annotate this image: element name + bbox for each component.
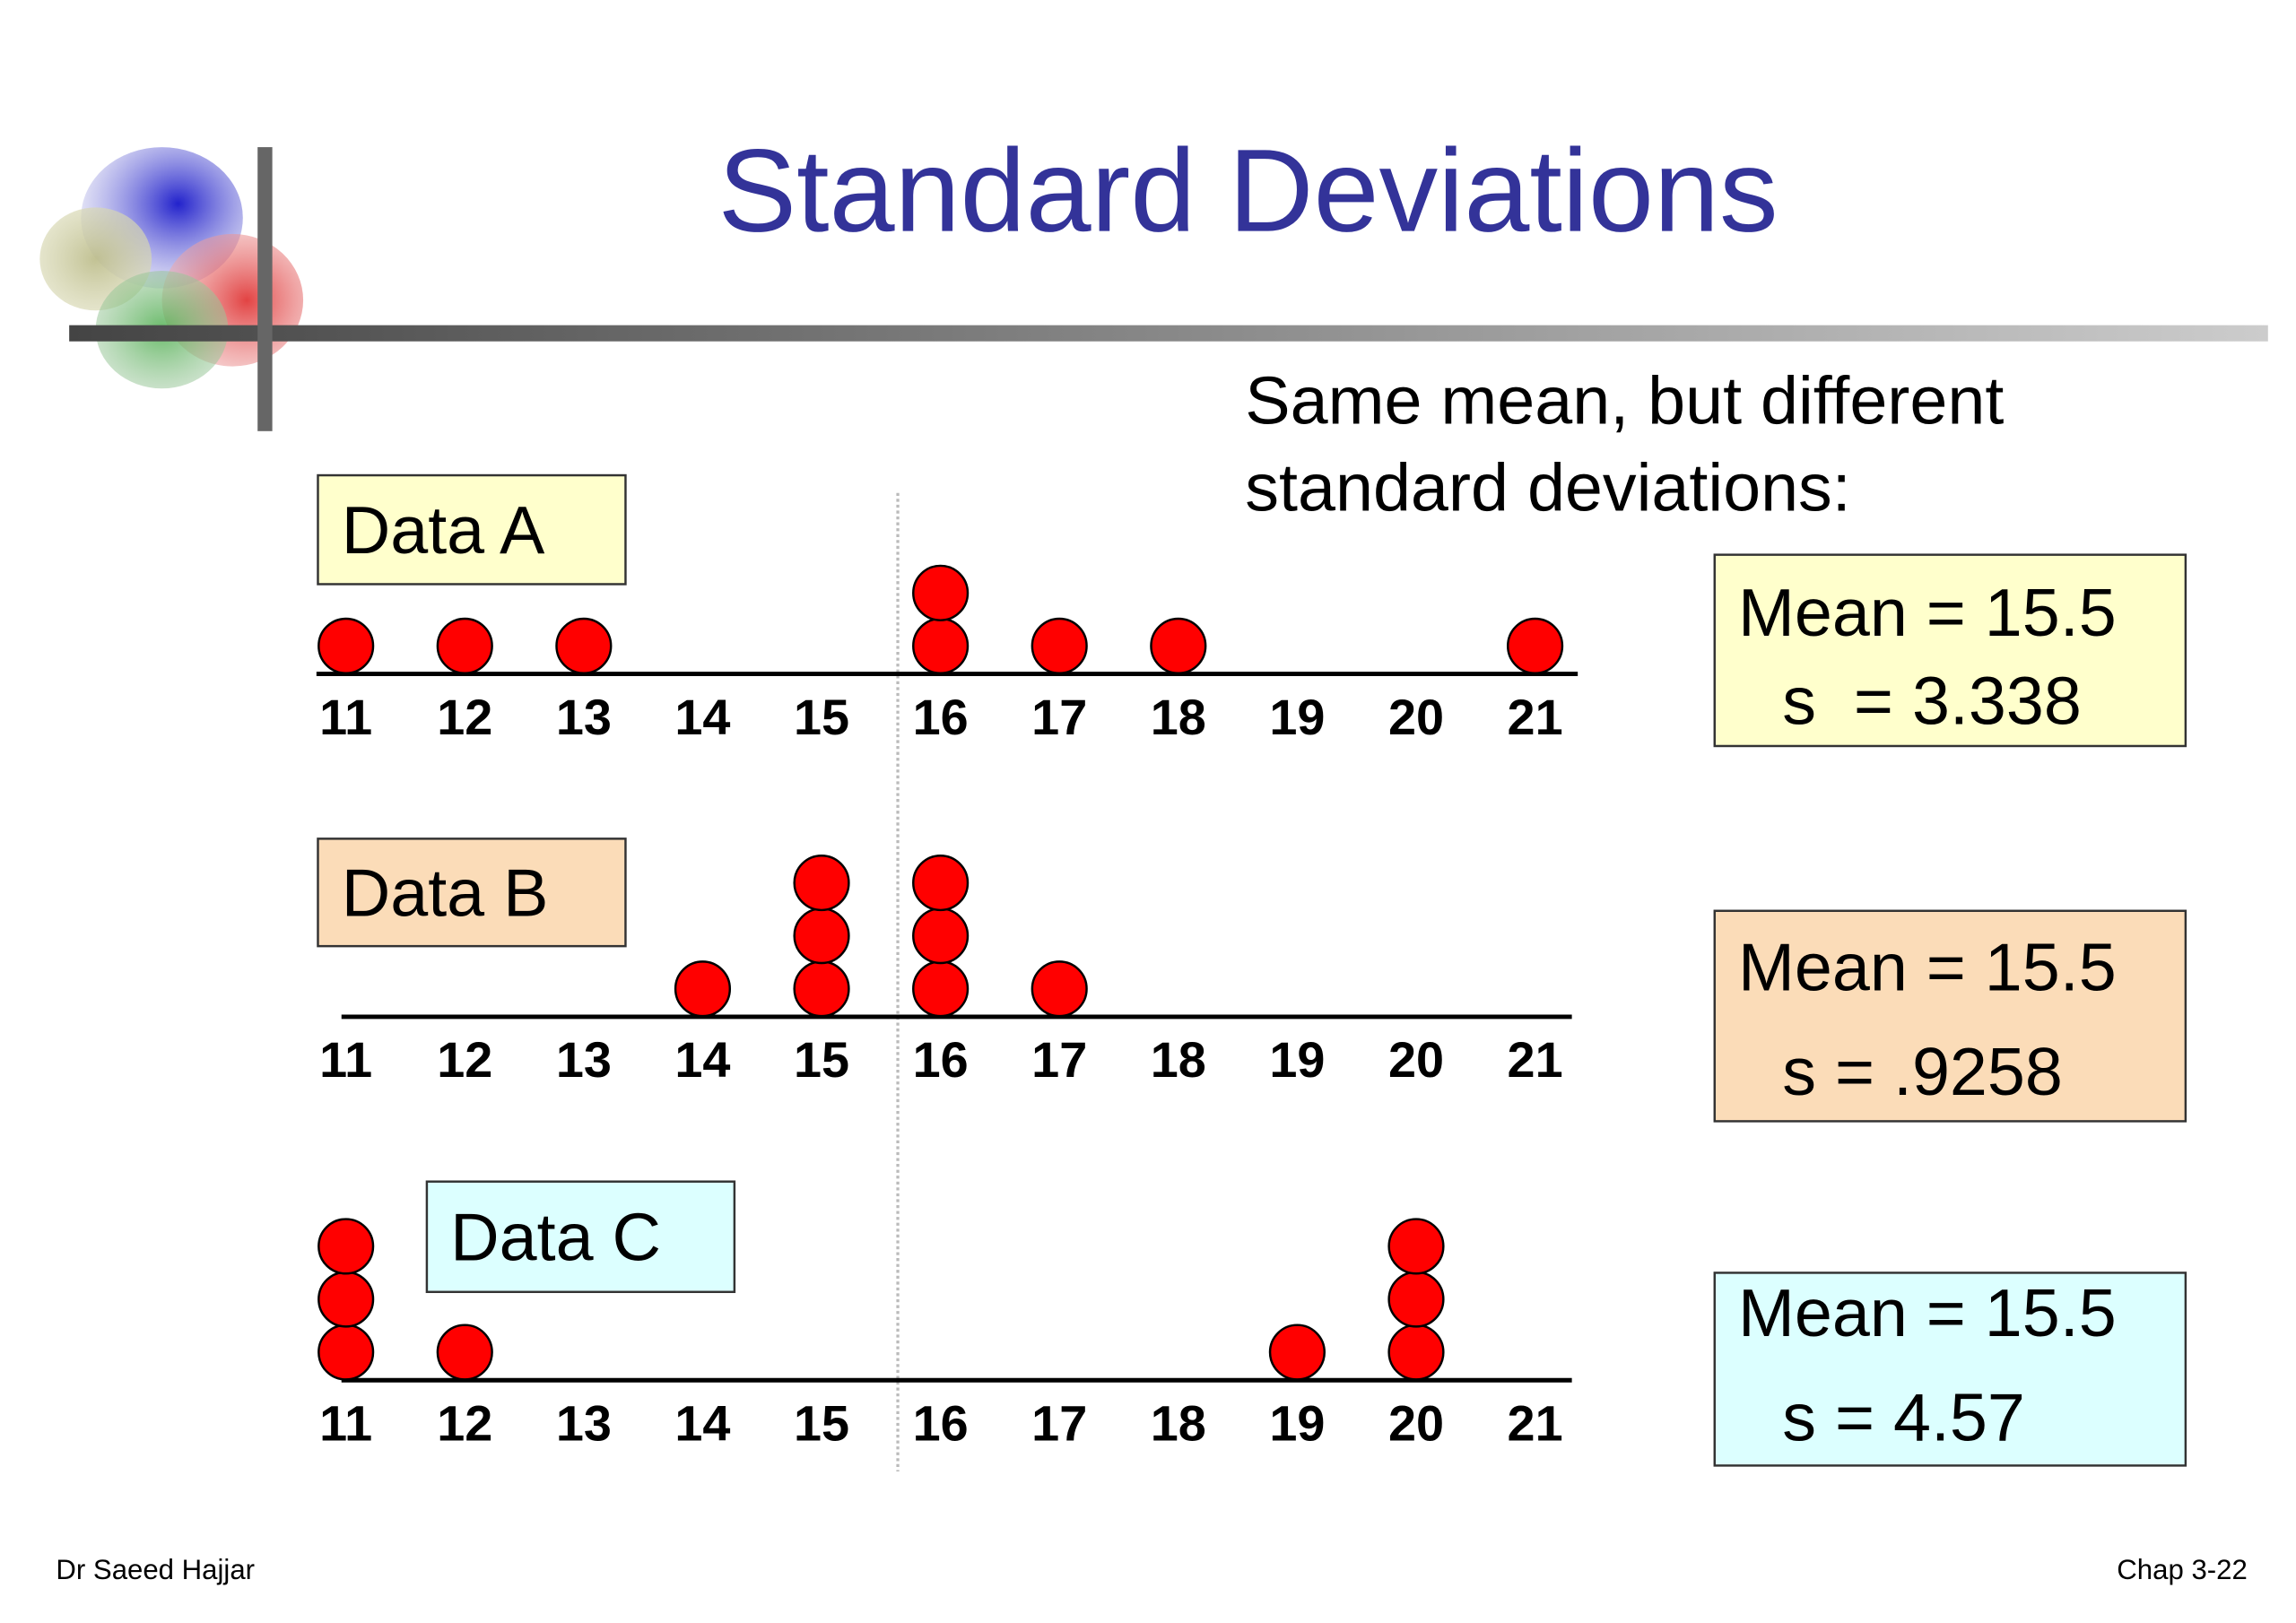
dot [1506, 617, 1564, 674]
dot [1150, 617, 1207, 674]
x-tick-label: 14 [674, 1395, 730, 1452]
x-tick-label: 12 [437, 689, 492, 745]
x-tick-label: 11 [319, 1395, 372, 1452]
x-tick-label: 20 [1388, 689, 1444, 745]
x-tick-label: 15 [794, 1031, 849, 1088]
x-tick-label: 18 [1151, 689, 1206, 745]
dot [317, 1218, 375, 1275]
stats-box [1713, 553, 2187, 748]
x-tick-label: 15 [794, 689, 849, 745]
x-tick-label: 18 [1151, 1395, 1206, 1452]
data-label: Data C [450, 1199, 661, 1274]
x-tick-label: 21 [1508, 1395, 1563, 1452]
dot [317, 1271, 375, 1328]
dot [912, 907, 970, 965]
stats-box [1713, 909, 2187, 1123]
x-tick-label: 21 [1508, 1031, 1563, 1088]
dot [912, 960, 970, 1018]
x-tick-label: 20 [1388, 1395, 1444, 1452]
dot [1387, 1271, 1445, 1328]
dot [1031, 617, 1088, 674]
x-tick-label: 12 [437, 1395, 492, 1452]
dot [317, 617, 375, 674]
dot [912, 617, 970, 674]
x-tick-label: 17 [1031, 1031, 1087, 1088]
data-label-box [317, 473, 627, 586]
title: Standard Deviations [718, 125, 1779, 256]
x-tick-label: 13 [556, 689, 612, 745]
x-tick-label: 20 [1388, 1031, 1444, 1088]
dot [912, 564, 970, 621]
data-label-box [425, 1180, 736, 1294]
x-tick-label: 16 [913, 689, 969, 745]
stats-text: Mean = 15.5 [1738, 1275, 2117, 1350]
stats-text: s = .9258 [1782, 1034, 2063, 1109]
x-tick-label: 19 [1269, 689, 1325, 745]
annotation: standard deviations: [1245, 449, 1850, 525]
stats-text: s = 4.57 [1782, 1380, 2025, 1455]
data-label: Data A [342, 492, 545, 568]
dot [1268, 1324, 1326, 1381]
dot [1387, 1218, 1445, 1275]
header-rule-vertical [257, 147, 273, 431]
x-tick-label: 17 [1031, 1395, 1087, 1452]
dot [436, 617, 493, 674]
stats-text: Mean = 15.5 [1738, 929, 2117, 1004]
dot [1387, 1324, 1445, 1381]
x-tick-label: 16 [913, 1031, 969, 1088]
x-tick-label: 18 [1151, 1031, 1206, 1088]
dot [1031, 960, 1088, 1018]
x-tick-label: 19 [1269, 1395, 1325, 1452]
dot [436, 1324, 493, 1381]
annotation: Same mean, but different [1245, 363, 2004, 438]
dot [912, 854, 970, 912]
stats-box [1713, 1271, 2187, 1467]
dot [674, 960, 732, 1018]
x-tick-label: 11 [319, 1031, 372, 1088]
dot [793, 854, 850, 912]
dot [555, 617, 613, 674]
x-tick-label: 11 [319, 689, 372, 745]
dot [793, 960, 850, 1018]
x-tick-label: 21 [1508, 689, 1563, 745]
footer-right: Chap 3-22 [2117, 1554, 2248, 1585]
x-tick-label: 14 [674, 689, 730, 745]
stats-text: s = 3.338 [1782, 663, 2082, 738]
x-tick-label: 17 [1031, 689, 1087, 745]
x-tick-label: 13 [556, 1395, 612, 1452]
x-tick-label: 16 [913, 1395, 969, 1452]
x-tick-label: 12 [437, 1031, 492, 1088]
header-rule [69, 325, 2268, 342]
x-tick-label: 19 [1269, 1031, 1325, 1088]
dot [317, 1324, 375, 1381]
stats-text: Mean = 15.5 [1738, 575, 2117, 650]
dot [793, 907, 850, 965]
data-label: Data B [342, 855, 549, 931]
data-label-box [317, 838, 627, 948]
x-tick-label: 15 [794, 1395, 849, 1452]
x-tick-label: 14 [674, 1031, 730, 1088]
footer-left: Dr Saeed Hajjar [56, 1554, 255, 1585]
x-tick-label: 13 [556, 1031, 612, 1088]
